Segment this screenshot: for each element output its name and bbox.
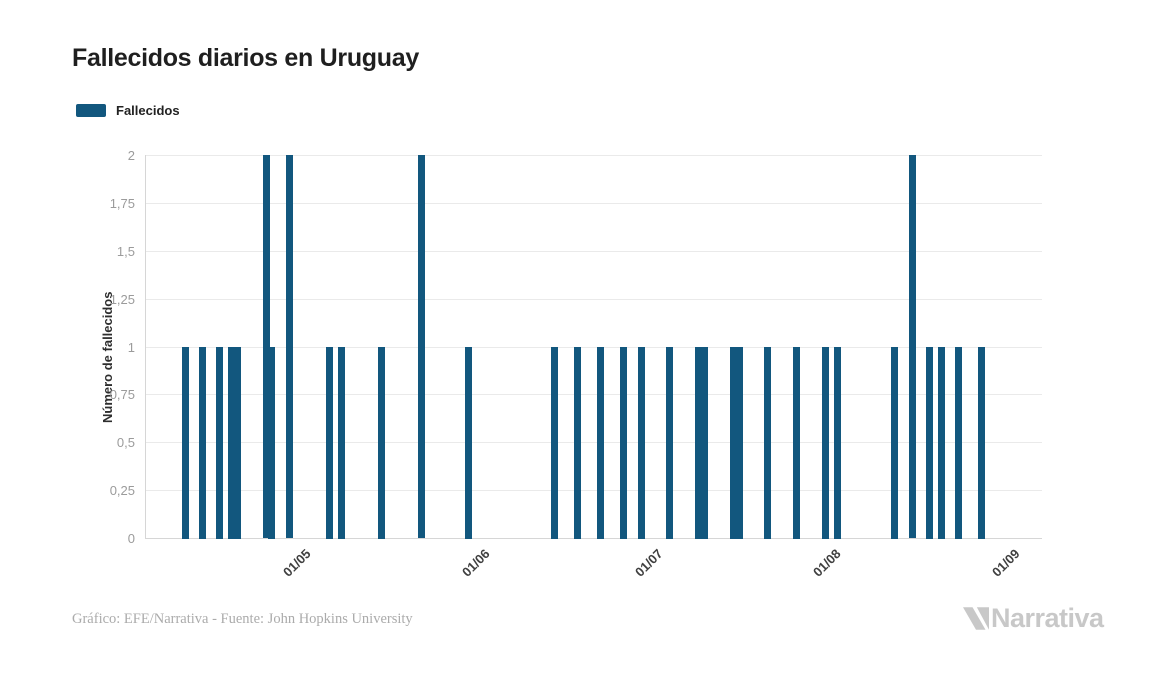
bar[interactable] bbox=[338, 347, 345, 539]
y-axis-tick-label: 1,75 bbox=[109, 196, 135, 211]
bar[interactable] bbox=[326, 347, 333, 539]
credit-text: Gráfico: EFE/Narrativa - Fuente: John Ho… bbox=[72, 611, 413, 627]
bar[interactable] bbox=[418, 155, 425, 538]
bar[interactable] bbox=[926, 347, 933, 539]
x-axis-tick-label: 01/05 bbox=[279, 546, 314, 580]
y-axis-tick-label: 0,75 bbox=[109, 387, 135, 402]
bar[interactable] bbox=[465, 347, 472, 539]
x-axis-line bbox=[145, 538, 1042, 539]
x-axis-tick-label: 01/07 bbox=[631, 546, 666, 580]
bar[interactable] bbox=[978, 347, 985, 539]
bar[interactable] bbox=[955, 347, 962, 539]
gridline bbox=[145, 251, 1042, 252]
gridline bbox=[145, 442, 1042, 443]
bar[interactable] bbox=[736, 347, 743, 539]
y-axis-tick-label: 0 bbox=[127, 531, 135, 546]
bar[interactable] bbox=[199, 347, 206, 539]
bar[interactable] bbox=[597, 347, 604, 539]
bar[interactable] bbox=[834, 347, 841, 539]
bar[interactable] bbox=[268, 347, 275, 539]
narrativa-logo-text: Narrativa bbox=[991, 603, 1104, 633]
y-axis-tick-label: 0,5 bbox=[116, 435, 135, 450]
legend-item-fallecidos[interactable]: Fallecidos bbox=[76, 103, 180, 118]
bar[interactable] bbox=[551, 347, 558, 539]
bar[interactable] bbox=[286, 155, 293, 538]
gridline bbox=[145, 299, 1042, 300]
bar[interactable] bbox=[695, 347, 702, 539]
bar[interactable] bbox=[263, 155, 270, 538]
bar[interactable] bbox=[701, 347, 708, 539]
bar[interactable] bbox=[574, 347, 581, 539]
bar[interactable] bbox=[378, 347, 385, 539]
x-axis-tick-label: 01/06 bbox=[458, 546, 493, 580]
gridline bbox=[145, 203, 1042, 204]
y-axis-tick-label: 1 bbox=[127, 340, 135, 355]
bar[interactable] bbox=[234, 347, 241, 539]
narrativa-logo-icon bbox=[963, 607, 989, 630]
bar[interactable] bbox=[620, 347, 627, 539]
bar[interactable] bbox=[638, 347, 645, 539]
gridline bbox=[145, 155, 1042, 156]
bar[interactable] bbox=[764, 347, 771, 539]
bar[interactable] bbox=[182, 347, 189, 539]
bar[interactable] bbox=[666, 347, 673, 539]
bar[interactable] bbox=[938, 347, 945, 539]
bar[interactable] bbox=[793, 347, 800, 539]
bar[interactable] bbox=[730, 347, 737, 539]
gridline bbox=[145, 347, 1042, 348]
y-axis-tick-label: 1,25 bbox=[109, 292, 135, 307]
bar[interactable] bbox=[228, 347, 235, 539]
chart-title: Fallecidos diarios en Uruguay bbox=[72, 44, 419, 72]
bar[interactable] bbox=[216, 347, 223, 539]
y-axis-line bbox=[145, 155, 146, 538]
bar[interactable] bbox=[891, 347, 898, 539]
y-axis-tick-label: 1,5 bbox=[116, 244, 135, 259]
x-axis-tick-label: 01/08 bbox=[809, 546, 844, 580]
bar[interactable] bbox=[822, 347, 829, 539]
bar[interactable] bbox=[909, 155, 916, 538]
legend-label: Fallecidos bbox=[116, 103, 180, 118]
gridline bbox=[145, 490, 1042, 491]
gridline bbox=[145, 394, 1042, 395]
narrativa-logo: Narrativa bbox=[963, 603, 1104, 634]
y-axis-tick-label: 2 bbox=[127, 148, 135, 163]
x-axis-tick-label: 01/09 bbox=[988, 546, 1023, 580]
legend-swatch bbox=[76, 104, 106, 117]
y-axis-tick-label: 0,25 bbox=[109, 483, 135, 498]
